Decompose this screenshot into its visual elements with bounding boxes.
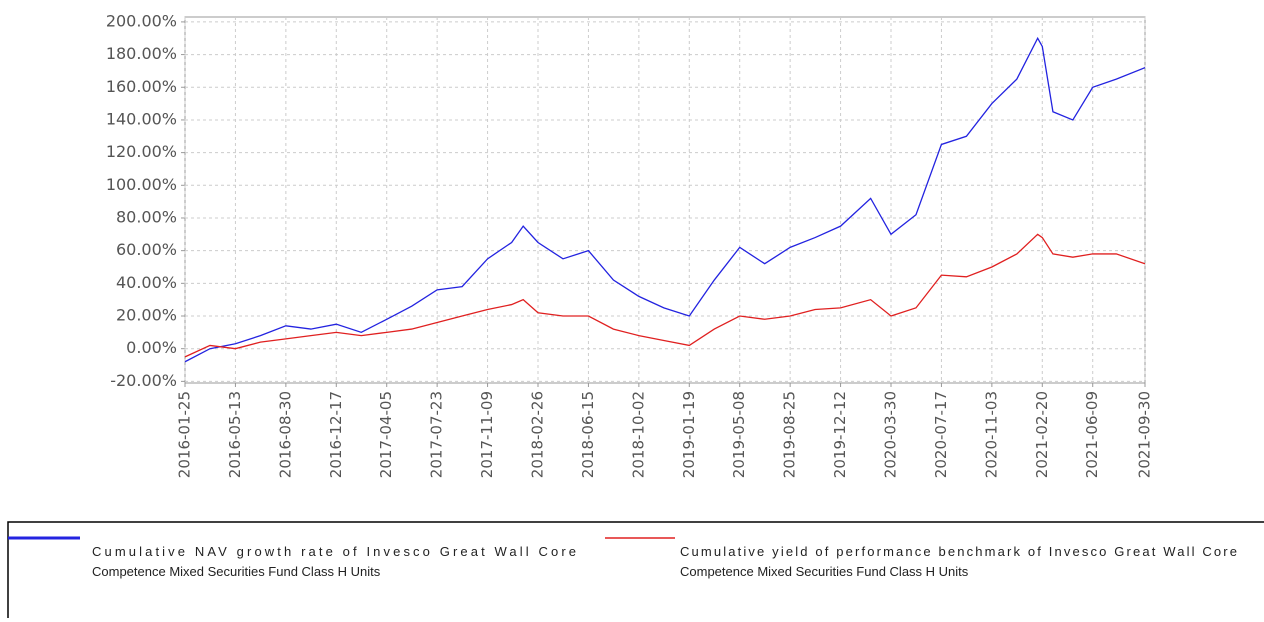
x-tick-label: 2019-12-12: [831, 391, 849, 478]
x-tick-label: 2019-05-08: [730, 391, 748, 478]
y-tick-label: 140.00%: [106, 109, 177, 128]
x-tick-label: 2021-09-30: [1136, 391, 1154, 478]
x-tick-label: 2018-02-26: [529, 391, 547, 478]
y-tick-label: 160.00%: [106, 77, 177, 96]
legend-frame: [7, 521, 1264, 618]
x-tick-label: 2017-04-05: [377, 391, 395, 478]
x-tick-label: 2018-10-02: [629, 391, 647, 478]
x-tick-label: 2016-12-17: [327, 391, 345, 478]
y-tick-label: 60.00%: [116, 240, 177, 259]
x-tick-label: 2019-08-25: [781, 391, 799, 478]
series-line: [184, 36, 1146, 363]
x-tick-label: 2016-01-25: [176, 391, 194, 478]
series-line: [184, 233, 1146, 358]
x-tick-label: 2018-06-15: [579, 391, 597, 478]
x-tick-label: 2017-11-09: [478, 391, 496, 478]
x-tick-label: 2021-06-09: [1083, 391, 1101, 478]
x-tick-label: 2017-07-23: [428, 391, 446, 478]
x-tick-label: 2016-05-13: [226, 391, 244, 478]
y-tick-label: 100.00%: [106, 175, 177, 194]
y-tick-label: 40.00%: [116, 273, 177, 292]
y-tick-label: 0.00%: [126, 338, 177, 357]
x-tick-label: 2020-03-30: [882, 391, 900, 478]
x-tick-label: 2020-07-17: [932, 391, 950, 478]
legend-label: Cumulative NAV growth rate of Invesco Gr…: [92, 544, 576, 579]
y-tick-label: -20.00%: [110, 371, 177, 390]
x-tick-label: 2021-02-20: [1033, 391, 1051, 478]
x-tick-label: 2016-08-30: [276, 391, 294, 478]
x-tick-label: 2020-11-03: [982, 391, 1000, 478]
y-tick-label: 80.00%: [116, 207, 177, 226]
y-tick-label: 20.00%: [116, 306, 177, 325]
y-tick-label: 120.00%: [106, 142, 177, 161]
legend-label: Cumulative yield of performance benchmar…: [680, 544, 1237, 579]
y-tick-label: 200.00%: [106, 11, 177, 30]
plot-area: [184, 16, 1146, 384]
x-tick-label: 2019-01-19: [680, 391, 698, 478]
y-tick-label: 180.00%: [106, 44, 177, 63]
